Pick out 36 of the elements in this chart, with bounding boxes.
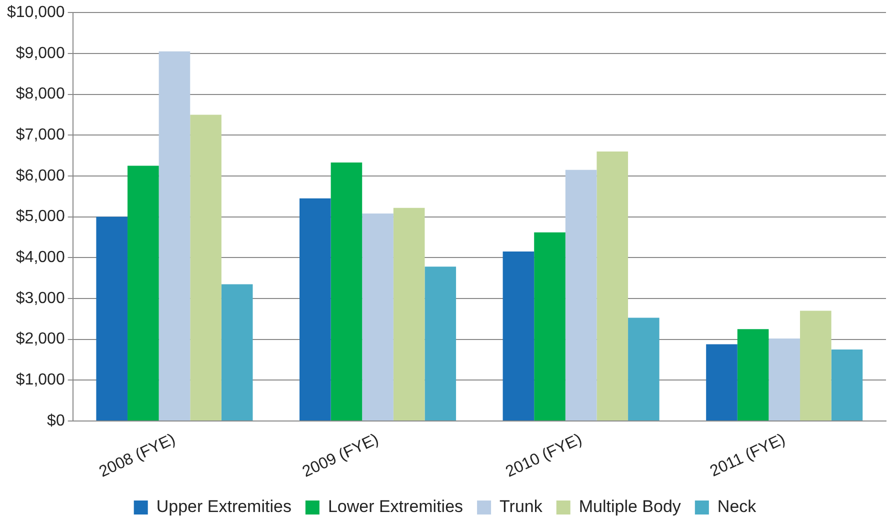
bar: [800, 310, 832, 421]
y-tick-label: $6,000: [16, 167, 65, 184]
legend-label: Upper Extremities: [156, 497, 292, 516]
y-tick-label: $10,000: [6, 4, 65, 22]
legend-label: Lower Extremities: [328, 497, 464, 516]
bar: [393, 208, 425, 421]
y-tick-label: $7,000: [16, 126, 65, 144]
bar: [565, 170, 597, 421]
y-tick-label: $9,000: [16, 44, 65, 62]
y-tick-label: $3,000: [16, 290, 65, 307]
bar: [628, 318, 660, 421]
bar: [190, 114, 222, 421]
legend-label: Multiple Body: [578, 497, 682, 516]
bar: [737, 329, 769, 421]
bar: [706, 344, 738, 421]
y-tick-label: $4,000: [16, 249, 65, 266]
bar: [502, 252, 534, 421]
bar: [831, 350, 863, 421]
y-tick-label: $8,000: [16, 86, 65, 103]
y-tick-label: $1,000: [16, 372, 65, 389]
bar: [158, 51, 190, 421]
y-tick-label: $5,000: [16, 208, 65, 226]
bar: [534, 232, 566, 421]
bar: [330, 162, 362, 421]
bar: [362, 214, 394, 421]
legend-label: Trunk: [500, 497, 543, 516]
bar: [300, 198, 331, 421]
bar: [96, 216, 128, 421]
y-tick-label: $0: [47, 412, 65, 430]
bar: [596, 151, 628, 421]
bar: [768, 338, 800, 421]
bar: [221, 284, 253, 421]
y-tick-label: $2,000: [16, 330, 65, 348]
legend-label: Neck: [717, 497, 757, 516]
bar: [128, 166, 159, 421]
bar: [424, 266, 456, 421]
